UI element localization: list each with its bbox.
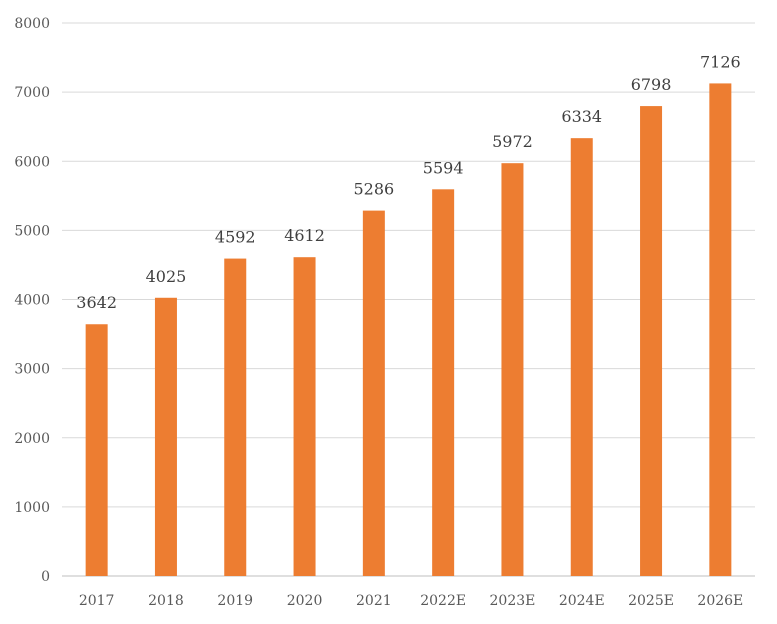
data-label: 4025 <box>146 267 187 286</box>
bar-2021 <box>362 210 385 576</box>
data-label: 7126 <box>700 52 741 71</box>
y-tick-label: 1000 <box>14 500 50 516</box>
bar-2023e <box>501 163 524 577</box>
bar-2025e <box>640 106 663 576</box>
y-tick-label: 7000 <box>14 85 50 101</box>
y-tick-label: 2000 <box>14 431 50 447</box>
bar-2019 <box>224 258 247 576</box>
y-tick-label: 8000 <box>14 16 50 32</box>
x-tick-label: 2023E <box>490 593 536 609</box>
data-label: 5972 <box>492 132 533 151</box>
x-tick-label: 2024E <box>559 593 605 609</box>
data-label: 4592 <box>215 228 256 247</box>
x-tick-label: 2026E <box>697 593 743 609</box>
x-tick-label: 2019 <box>217 593 253 609</box>
gridlines <box>62 22 755 577</box>
bar-2024e <box>570 138 593 577</box>
x-axis: 2017 2018 2019 2020 2021 2022E 2023E 2024E 2025E… <box>79 593 743 609</box>
data-label: 3642 <box>76 293 117 312</box>
y-tick-label: 3000 <box>14 362 50 378</box>
x-tick-label: 2025E <box>628 593 674 609</box>
bars <box>85 83 732 577</box>
bar-2022e <box>432 189 455 576</box>
data-label: 4612 <box>284 226 325 245</box>
x-tick-label: 2020 <box>287 593 323 609</box>
bar-2020 <box>293 257 316 576</box>
bar-2018 <box>154 297 177 576</box>
data-label: 5594 <box>423 158 464 177</box>
data-label: 6334 <box>561 107 602 126</box>
x-tick-label: 2018 <box>148 593 184 609</box>
y-tick-label: 6000 <box>14 154 50 170</box>
x-tick-label: 2022E <box>420 593 466 609</box>
data-labels: 3642 4025 4592 4612 5286 5594 5972 6334 6798 7126 <box>76 52 740 312</box>
y-tick-label: 0 <box>41 569 50 585</box>
y-tick-label: 5000 <box>14 223 50 239</box>
bar-2026e <box>709 83 732 576</box>
data-label: 6798 <box>631 75 672 94</box>
y-tick-label: 4000 <box>14 293 50 309</box>
bar-2017 <box>85 324 108 576</box>
x-tick-label: 2021 <box>356 593 392 609</box>
y-axis: 0 1000 2000 3000 4000 5000 6000 7000 8000 <box>14 16 50 585</box>
x-tick-label: 2017 <box>79 593 115 609</box>
data-label: 5286 <box>353 180 394 199</box>
